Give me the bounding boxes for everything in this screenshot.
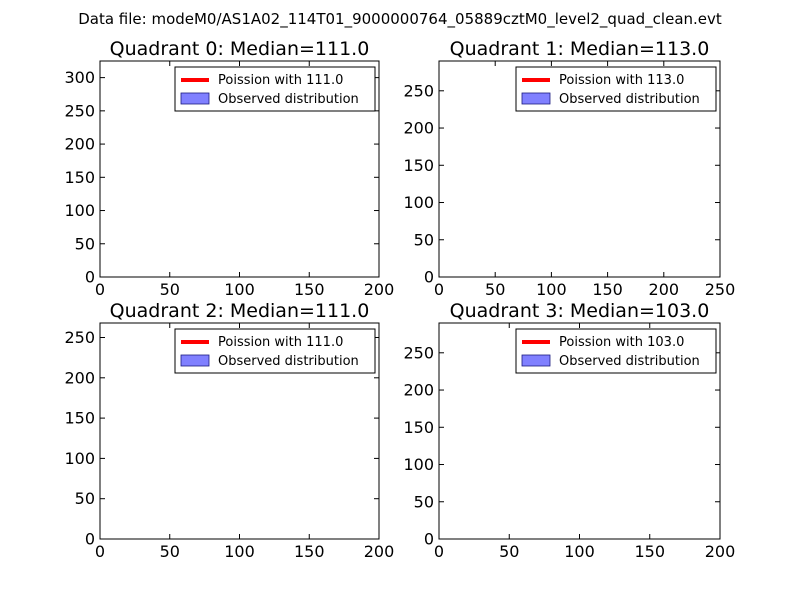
y-tick-label: 50 (414, 492, 434, 511)
quadrant-3-chart: 0 50 100 150 200 0 50 100 150 200 250 Quadrant 3: M… (403, 300, 735, 561)
quadrant-0-chart: 0 50 100 150 200 0 50 100 150 200 250 300 Quadrant 0… (64, 38, 394, 299)
y-tick-label: 150 (64, 409, 95, 428)
y-tick-label: 0 (85, 530, 95, 549)
y-tick-label: 50 (414, 230, 434, 249)
x-tick-label: 250 (705, 280, 736, 299)
quadrant-1-chart: 0 50 100 150 200 250 0 50 100 150 200 250 Quadrant 1… (403, 38, 735, 299)
y-tick-label: 50 (75, 489, 95, 508)
x-tick-label: 200 (364, 280, 395, 299)
x-tick-label: 150 (592, 280, 623, 299)
legend-poisson-label: Poission with 113.0 (559, 73, 684, 88)
y-tick-label: 250 (403, 343, 434, 362)
legend-bar-swatch (180, 92, 210, 105)
y-tick-label: 200 (403, 381, 434, 400)
legend-bar-swatch (521, 354, 551, 367)
legend: Poission with 111.0 Observed distribution (174, 66, 376, 112)
y-tick-label: 300 (64, 68, 95, 87)
legend: Poission with 111.0 Observed distribution (174, 328, 376, 374)
x-tick-label: 0 (434, 280, 444, 299)
legend-bar-swatch (521, 92, 551, 105)
y-tick-label: 100 (403, 193, 434, 212)
y-tick-label: 150 (403, 418, 434, 437)
chart-title: Quadrant 3: Median=103.0 (450, 300, 710, 322)
y-tick-label: 100 (64, 201, 95, 220)
x-tick-label: 0 (434, 542, 444, 561)
y-tick-label: 250 (64, 101, 95, 120)
y-tick-label: 200 (403, 119, 434, 138)
y-tick-label: 100 (403, 455, 434, 474)
x-tick-label: 50 (499, 542, 519, 561)
y-tick-label: 150 (64, 168, 95, 187)
x-tick-label: 50 (160, 280, 180, 299)
legend-bar-label: Observed distribution (218, 354, 359, 369)
panels: 0 50 100 150 200 0 50 100 150 200 250 300 Quadrant 0… (64, 38, 735, 561)
x-tick-label: 100 (536, 280, 567, 299)
y-tick-label: 50 (75, 234, 95, 253)
y-tick-label: 0 (424, 530, 434, 549)
legend-bar-label: Observed distribution (559, 354, 700, 369)
y-tick-label: 250 (403, 81, 434, 100)
x-tick-label: 150 (294, 280, 325, 299)
y-tick-label: 250 (64, 328, 95, 347)
legend: Poission with 103.0 Observed distribution (515, 328, 717, 374)
legend-bar-label: Observed distribution (559, 92, 700, 107)
x-tick-label: 0 (95, 542, 105, 561)
x-tick-label: 100 (224, 280, 255, 299)
x-tick-label: 150 (634, 542, 665, 561)
legend-poisson-label: Poission with 111.0 (218, 73, 343, 88)
legend-poisson-label: Poission with 103.0 (559, 335, 684, 350)
x-tick-label: 200 (705, 542, 736, 561)
x-tick-label: 100 (564, 542, 595, 561)
y-tick-label: 100 (64, 449, 95, 468)
x-tick-label: 100 (224, 542, 255, 561)
y-tick-label: 200 (64, 135, 95, 154)
x-tick-label: 200 (364, 542, 395, 561)
legend-bar-swatch (180, 354, 210, 367)
x-tick-label: 200 (649, 280, 680, 299)
chart-title: Quadrant 2: Median=111.0 (110, 300, 370, 322)
chart-title: Quadrant 1: Median=113.0 (450, 38, 710, 60)
quadrant-2-chart: 0 50 100 150 200 0 50 100 150 200 250 Quadrant 2: M… (64, 300, 394, 561)
y-tick-label: 150 (403, 156, 434, 175)
y-tick-label: 0 (85, 268, 95, 287)
x-tick-label: 50 (160, 542, 180, 561)
figure-title: Data file: modeM0/AS1A02_114T01_90000007… (78, 10, 722, 29)
y-tick-label: 0 (424, 268, 434, 287)
x-tick-label: 150 (294, 542, 325, 561)
legend-bar-label: Observed distribution (218, 92, 359, 107)
x-tick-label: 0 (95, 280, 105, 299)
legend-poisson-label: Poission with 111.0 (218, 335, 343, 350)
legend: Poission with 113.0 Observed distribution (515, 66, 717, 112)
y-tick-label: 200 (64, 368, 95, 387)
x-tick-label: 50 (485, 280, 505, 299)
chart-title: Quadrant 0: Median=111.0 (110, 38, 370, 60)
